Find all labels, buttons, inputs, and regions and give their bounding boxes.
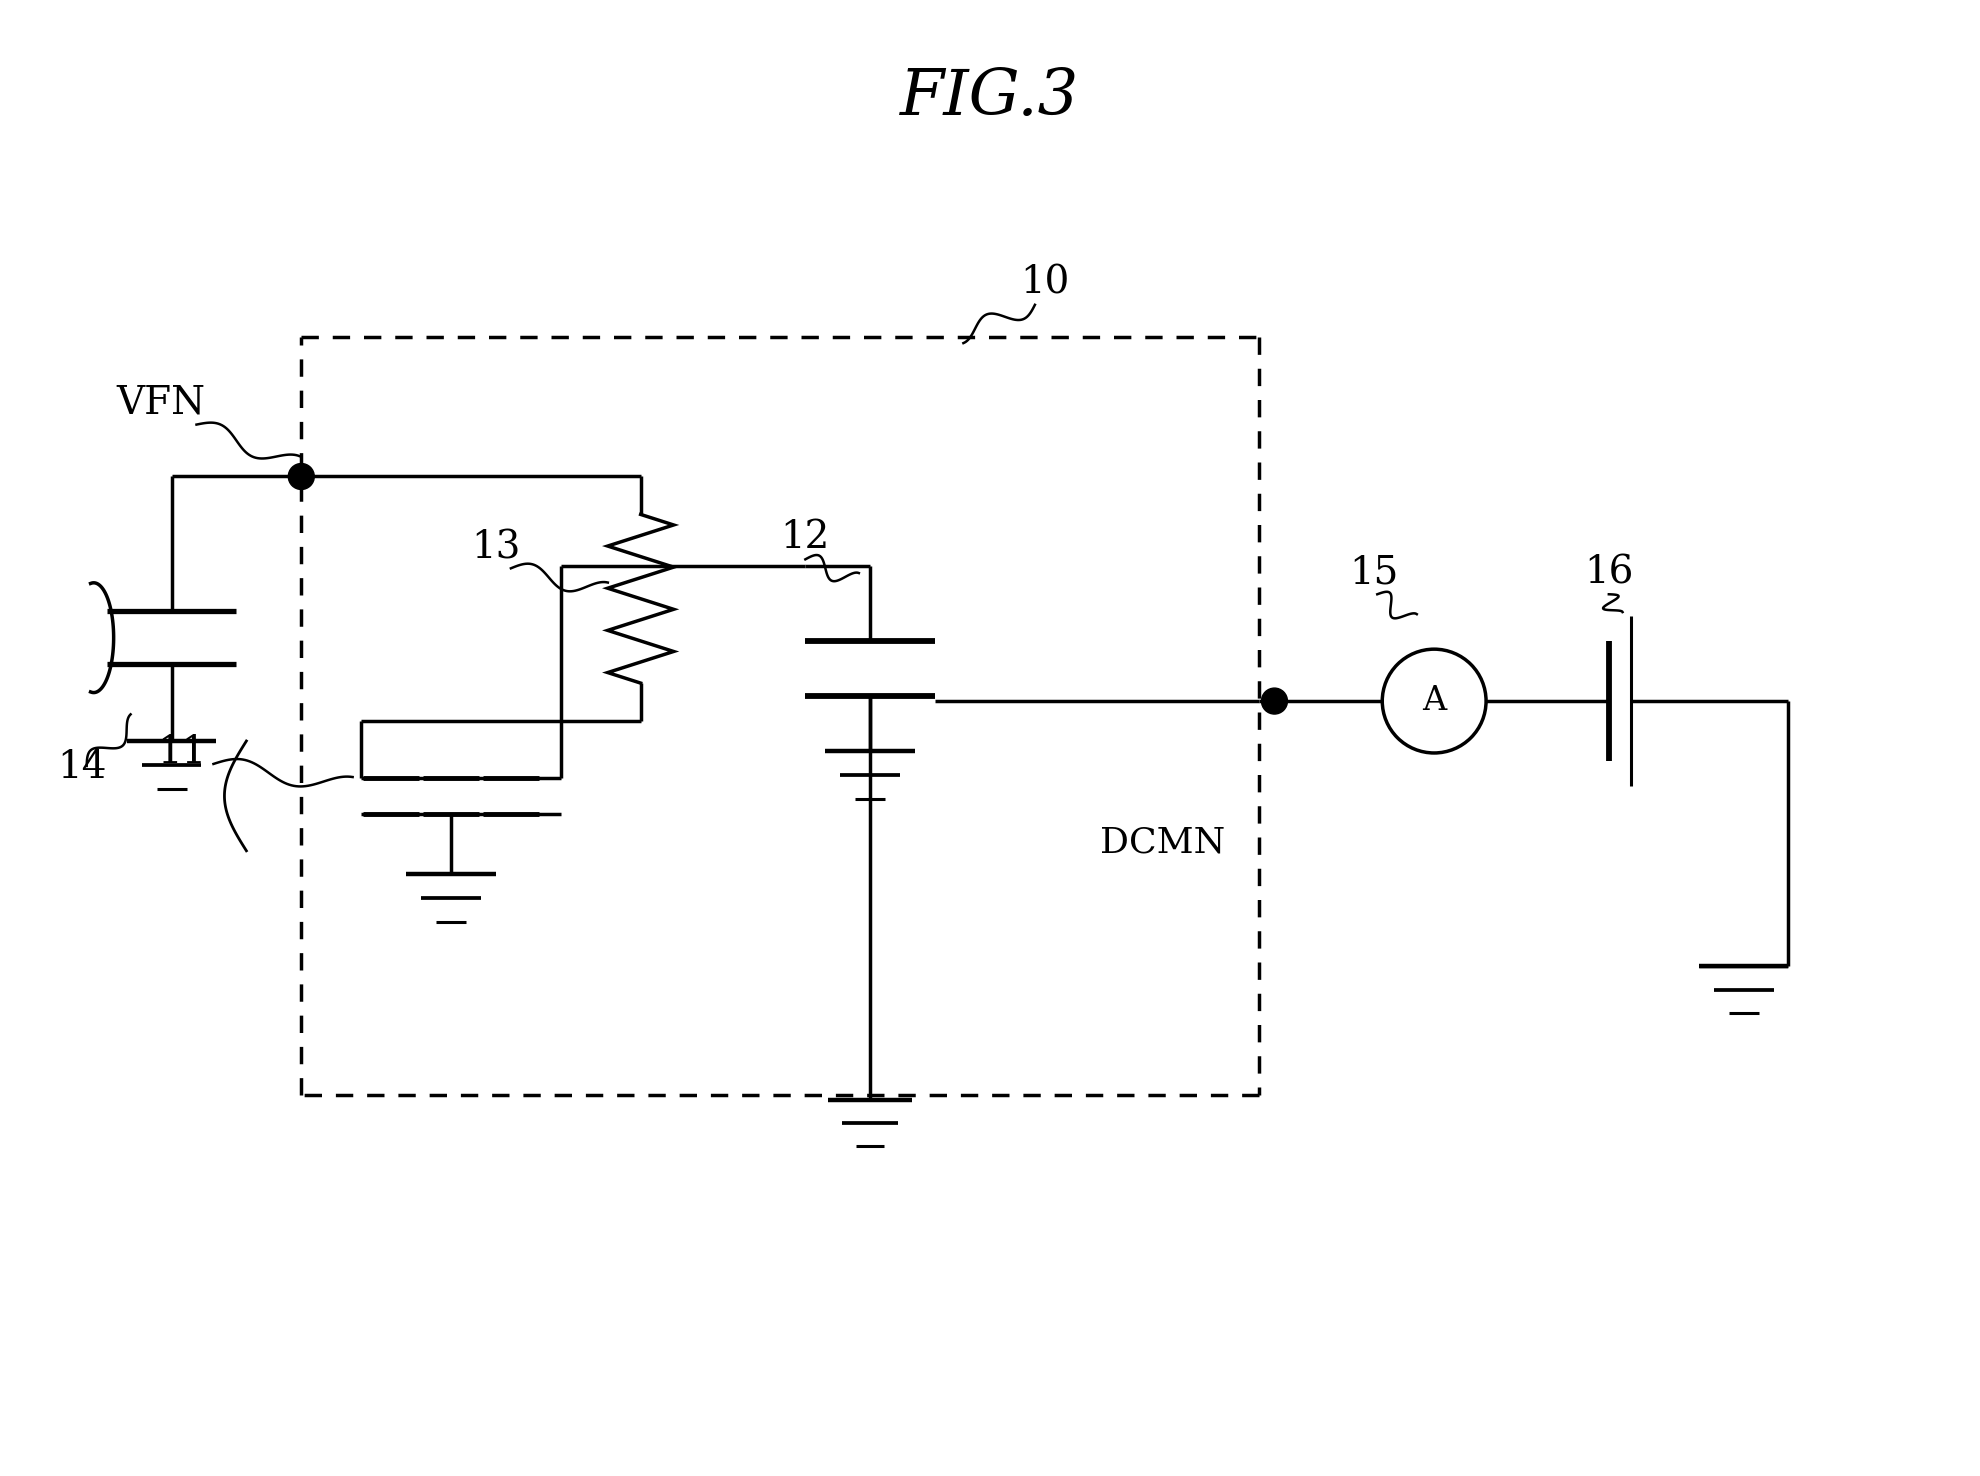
Circle shape: [289, 463, 315, 490]
Text: VFN: VFN: [117, 385, 206, 422]
Text: 13: 13: [471, 530, 521, 567]
Text: FIG.3: FIG.3: [901, 68, 1079, 128]
Text: 15: 15: [1348, 555, 1398, 592]
Circle shape: [1261, 688, 1287, 714]
Text: 16: 16: [1584, 555, 1633, 592]
Text: DCMN: DCMN: [1099, 827, 1226, 861]
Text: 11: 11: [156, 734, 206, 770]
Text: 12: 12: [780, 520, 830, 556]
Text: 10: 10: [1020, 264, 1069, 301]
Text: 14: 14: [57, 748, 107, 785]
Text: A: A: [1422, 685, 1445, 717]
